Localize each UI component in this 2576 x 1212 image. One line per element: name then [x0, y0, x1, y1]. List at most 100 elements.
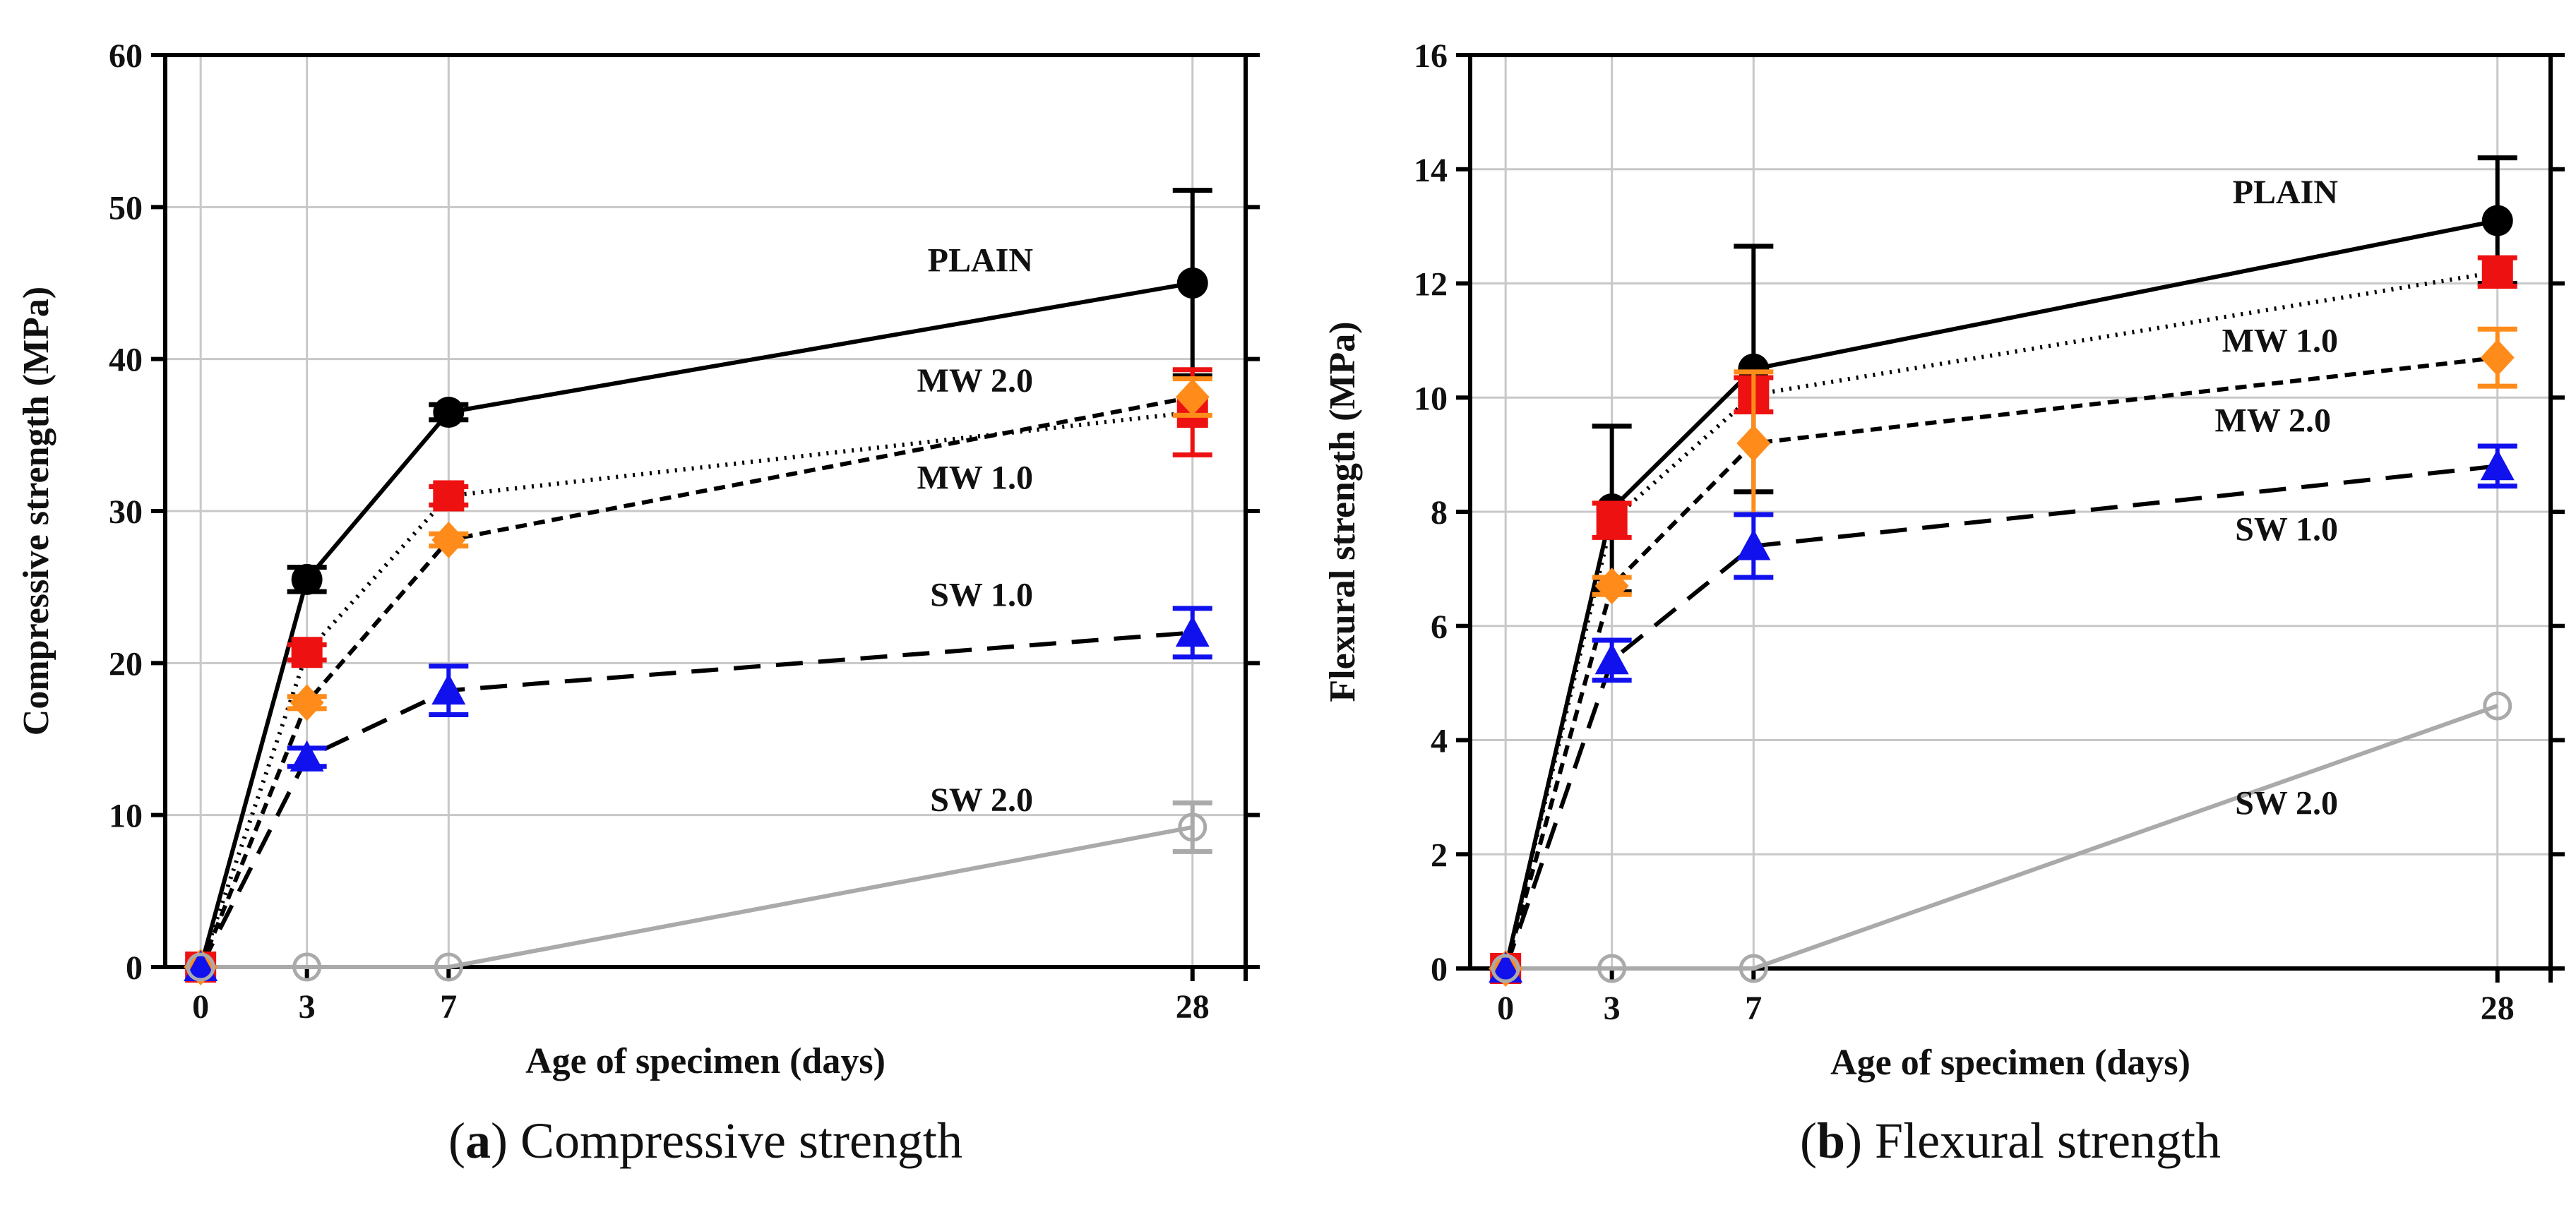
data-point [290, 740, 324, 772]
series-sw-1-0 [1489, 443, 2517, 983]
figure-caption: (a) Compressive strength [448, 1112, 962, 1169]
y-axis-title: Compressive strength (MPa) [16, 287, 56, 736]
x-tick-label: 0 [192, 988, 209, 1026]
series-line-sw-2-0 [201, 824, 1193, 969]
chart-compressive-strength: 0 10 20 30 40 50 60 0 3 7 28 Age of specimen (days)… [16, 37, 1260, 1169]
data-point [1736, 424, 1771, 462]
y-tick-label: 10 [1414, 380, 1448, 417]
data-point [2483, 691, 2512, 721]
series-mw-2-0 [185, 367, 1212, 983]
data-point [1175, 616, 1210, 647]
caption-letter: a [465, 1112, 491, 1169]
x-tick-label: 3 [299, 988, 316, 1026]
y-axis-title: Flexural strength (MPa) [1323, 321, 1363, 702]
series-line-plain [198, 281, 1193, 968]
series-mw-1-0 [184, 376, 1212, 985]
y-tick-label: 2 [1431, 836, 1448, 874]
data-point [291, 563, 323, 595]
x-tick-label: 28 [2481, 990, 2515, 1027]
y-tick-label: 14 [1414, 152, 1448, 189]
series-line-sw-2-0 [1505, 704, 2498, 971]
data-point [1489, 952, 1523, 983]
y-tick-label: 40 [109, 342, 143, 379]
x-tick-label: 7 [440, 988, 457, 1026]
data-point [1596, 505, 1628, 536]
series-mw-2-0 [1490, 255, 2517, 984]
series-label-plain: PLAIN [928, 242, 1034, 280]
data-point [1597, 954, 1627, 983]
series-line-mw-2-0 [198, 410, 1193, 968]
x-tick-label: 0 [1497, 990, 1514, 1027]
series-label-mw-2-0: MW 2.0 [917, 362, 1033, 400]
caption-text: Flexural strength [1875, 1112, 2221, 1169]
data-point [434, 952, 463, 982]
caption-paren-close: ) [491, 1112, 520, 1169]
y-tick-label: 30 [109, 493, 143, 531]
series-label-sw-1-0: SW 1.0 [930, 576, 1033, 613]
y-tick-label: 10 [109, 798, 143, 835]
series-label-mw-1-0: MW 1.0 [917, 460, 1033, 497]
data-point [431, 521, 466, 558]
data-point [1491, 954, 1520, 983]
data-point [431, 673, 466, 705]
series-sw-1-0 [184, 606, 1212, 981]
data-point [290, 684, 324, 721]
series-label-mw-1-0: MW 1.0 [2222, 322, 2338, 359]
x-axis-title: Age of specimen (days) [525, 1041, 886, 1081]
caption-paren-open: ( [1800, 1112, 1817, 1169]
data-point [1736, 529, 1771, 560]
grid-lines [1470, 55, 2551, 968]
series-mw-1-0 [1489, 326, 2517, 987]
y-tick-label: 12 [1414, 266, 1448, 304]
series-line-mw-1-0 [1503, 355, 2498, 969]
y-tick-label: 16 [1414, 37, 1448, 75]
series-sw-2-0 [186, 800, 1212, 982]
series-plain [1490, 155, 2517, 984]
data-point [184, 950, 218, 981]
caption-paren-open: ( [448, 1112, 465, 1169]
y-tick-label: 0 [1431, 951, 1448, 988]
series-line-plain [1503, 218, 2498, 969]
figure-caption: (b) Flexural strength [1800, 1112, 2221, 1169]
data-point [2480, 339, 2515, 376]
data-point [433, 480, 465, 512]
x-axis-title: Age of specimen (days) [1830, 1043, 2190, 1083]
y-tick-label: 6 [1431, 608, 1448, 646]
data-point [2481, 205, 2513, 236]
series-sw-2-0 [1491, 691, 2512, 983]
y-tick-label: 60 [109, 37, 143, 75]
chart-flexural-strength: 0 2 4 6 8 10 12 14 16 0 3 7 28 Age of specimen (days)… [1323, 37, 2565, 1169]
data-point [1176, 268, 1208, 299]
data-point [1594, 643, 1629, 675]
data-point [1178, 812, 1208, 842]
y-tick-label: 20 [109, 645, 143, 683]
series-line-mw-1-0 [198, 395, 1193, 968]
data-point [2481, 256, 2513, 288]
y-tick-label: 50 [109, 189, 143, 227]
caption-letter: b [1817, 1112, 1845, 1169]
y-tick-label: 0 [126, 949, 143, 987]
series-line-sw-1-0 [1503, 464, 2498, 969]
data-point [292, 952, 322, 982]
series-label-mw-2-0: MW 2.0 [2215, 402, 2331, 440]
series-plain [185, 188, 1212, 983]
x-tick-label: 28 [1176, 988, 1210, 1026]
data-point [291, 637, 323, 668]
caption-text: Compressive strength [520, 1112, 962, 1169]
grid-lines [165, 55, 1246, 967]
data-point [2480, 449, 2515, 481]
data-point [1739, 954, 1768, 983]
series-label-sw-2-0: SW 2.0 [2235, 784, 2338, 822]
caption-paren-close: ) [1845, 1112, 1875, 1169]
x-tick-label: 7 [1745, 990, 1762, 1027]
series-label-plain: PLAIN [2233, 174, 2339, 211]
series-line-sw-1-0 [198, 630, 1193, 968]
series-line-mw-2-0 [1503, 270, 2498, 969]
series-label-sw-1-0: SW 1.0 [2235, 510, 2338, 548]
y-tick-label: 8 [1431, 494, 1448, 532]
series-label-sw-2-0: SW 2.0 [930, 781, 1033, 819]
data-point [1175, 378, 1210, 416]
data-point [186, 952, 215, 982]
data-point [433, 397, 465, 428]
